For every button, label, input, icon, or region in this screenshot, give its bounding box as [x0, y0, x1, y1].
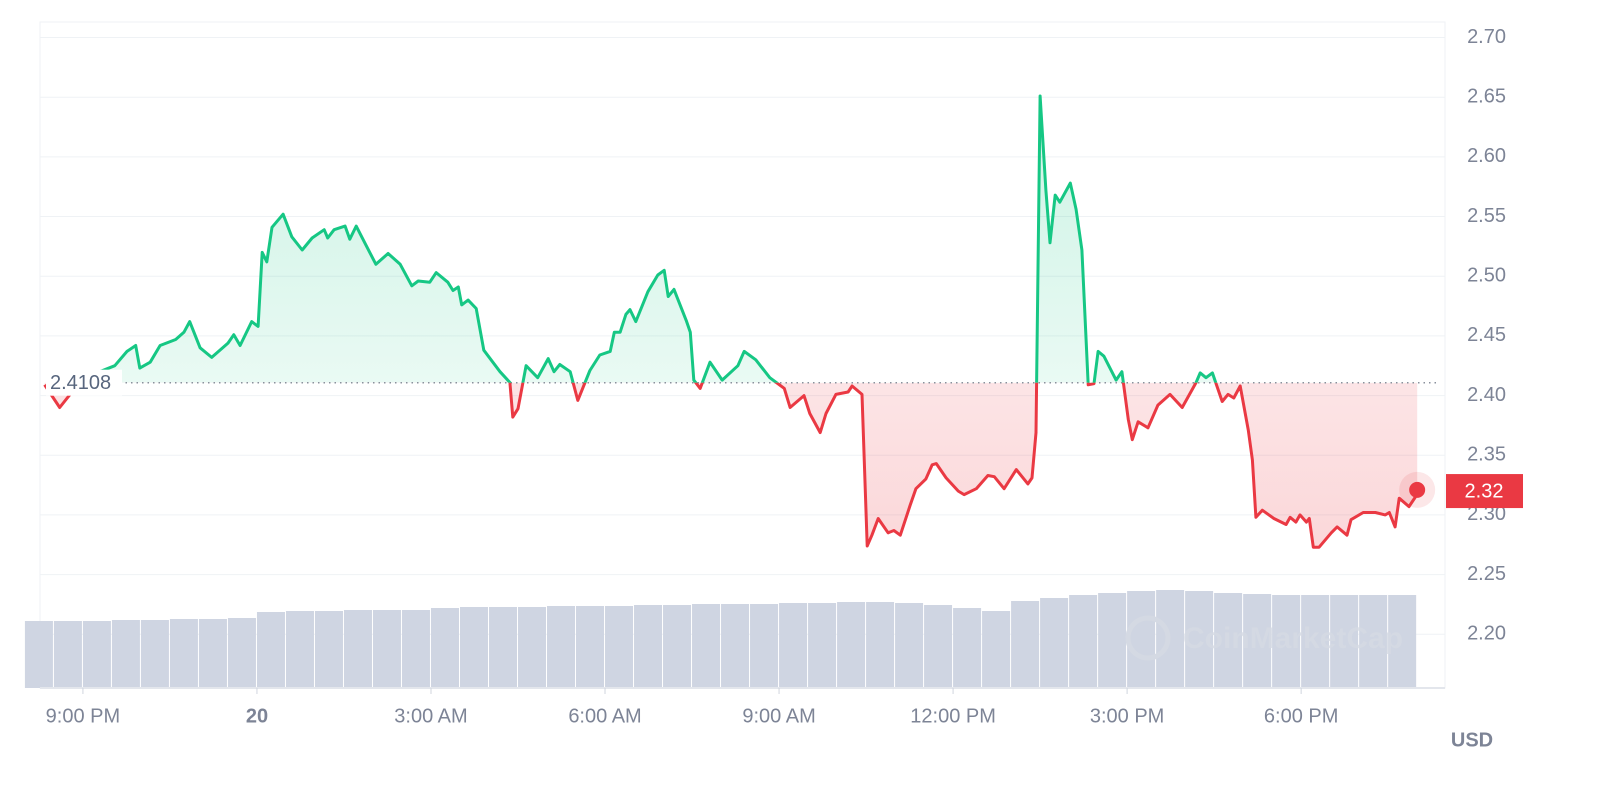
volume-bar — [1243, 594, 1272, 688]
area-down — [44, 382, 1418, 548]
volume-bar — [953, 608, 982, 688]
volume-bar — [750, 604, 779, 688]
baseline-label-bg — [46, 369, 122, 396]
baseline-label: 2.4108 — [50, 372, 111, 394]
volume-bar — [1069, 595, 1098, 688]
volume-bar — [547, 606, 576, 688]
volume-bar — [1040, 598, 1069, 688]
volume-bar — [459, 607, 488, 688]
current-price-tag — [1446, 474, 1523, 509]
volume-bar — [314, 611, 343, 688]
y-tick-label: 2.30 — [1467, 503, 1506, 525]
y-tick-label: 2.25 — [1467, 563, 1506, 585]
volume-bar — [1098, 593, 1127, 688]
volume-bar — [1330, 595, 1359, 688]
volume-bar — [924, 605, 953, 688]
volume-bar — [1388, 595, 1417, 688]
volume-bar — [1272, 595, 1301, 688]
x-tick-label: 3:00 AM — [394, 705, 467, 727]
y-tick-label: 2.65 — [1467, 85, 1506, 107]
price-line-down — [43, 382, 1419, 549]
x-tick-label: 6:00 AM — [568, 705, 641, 727]
y-tick-label: 2.45 — [1467, 324, 1506, 346]
volume-bar — [663, 605, 692, 688]
current-price-label: 2.32 — [1465, 480, 1504, 502]
area-up — [44, 96, 1418, 383]
volume-bar — [1301, 595, 1330, 688]
current-dot — [1409, 481, 1426, 498]
volume-bar — [779, 603, 808, 688]
volume-bar — [808, 603, 837, 688]
volume-bar — [1127, 591, 1156, 688]
x-tick-label: 9:00 PM — [46, 705, 120, 727]
y-tick-label: 2.55 — [1467, 205, 1506, 227]
volume-bar — [488, 607, 518, 688]
volume-bar — [1011, 601, 1040, 688]
y-tick-label: 2.40 — [1467, 384, 1506, 406]
volume-bar — [111, 620, 140, 688]
volume-bar — [169, 619, 198, 688]
volume-bar — [895, 603, 924, 688]
volume-bar — [692, 604, 721, 688]
volume-bar — [634, 605, 663, 688]
volume-bar — [837, 602, 866, 688]
unit-label: USD — [1451, 729, 1493, 751]
volume-bar — [140, 620, 169, 688]
watermark-logo — [1125, 615, 1171, 661]
volume-bar — [430, 608, 459, 688]
volume-bar — [198, 619, 227, 688]
volume-bar — [605, 606, 634, 688]
watermark: CoinMarketCap — [1183, 622, 1403, 655]
price-line-up — [80, 94, 1218, 383]
volume-bar — [227, 618, 256, 688]
volume-bar — [1214, 593, 1243, 688]
volume-bar — [1185, 591, 1214, 688]
y-tick-label: 2.70 — [1467, 26, 1506, 48]
volume-bar — [285, 611, 314, 688]
volume-bar — [518, 607, 547, 688]
x-tick-label: 6:00 PM — [1264, 705, 1338, 727]
x-tick-label: 9:00 AM — [742, 705, 815, 727]
y-tick-label: 2.20 — [1467, 623, 1506, 645]
volume-bar — [401, 610, 430, 688]
x-tick-label: 12:00 PM — [910, 705, 996, 727]
volume-bar — [256, 612, 285, 688]
volume-bar — [576, 606, 605, 688]
volume-bar — [24, 621, 53, 688]
volume-bar — [1359, 595, 1388, 688]
y-tick-label: 2.50 — [1467, 265, 1506, 287]
volume-bar — [82, 621, 111, 688]
volume-bar — [721, 604, 750, 688]
volume-bar — [372, 610, 401, 688]
y-tick-label: 2.35 — [1467, 444, 1506, 466]
volume-bar — [982, 611, 1011, 688]
y-tick-label: 2.60 — [1467, 145, 1506, 167]
volume-bar — [53, 621, 82, 688]
volume-bar — [343, 610, 372, 688]
x-tick-label: 3:00 PM — [1090, 705, 1164, 727]
x-tick-label: 20 — [246, 705, 268, 727]
volume-bar — [866, 602, 895, 688]
